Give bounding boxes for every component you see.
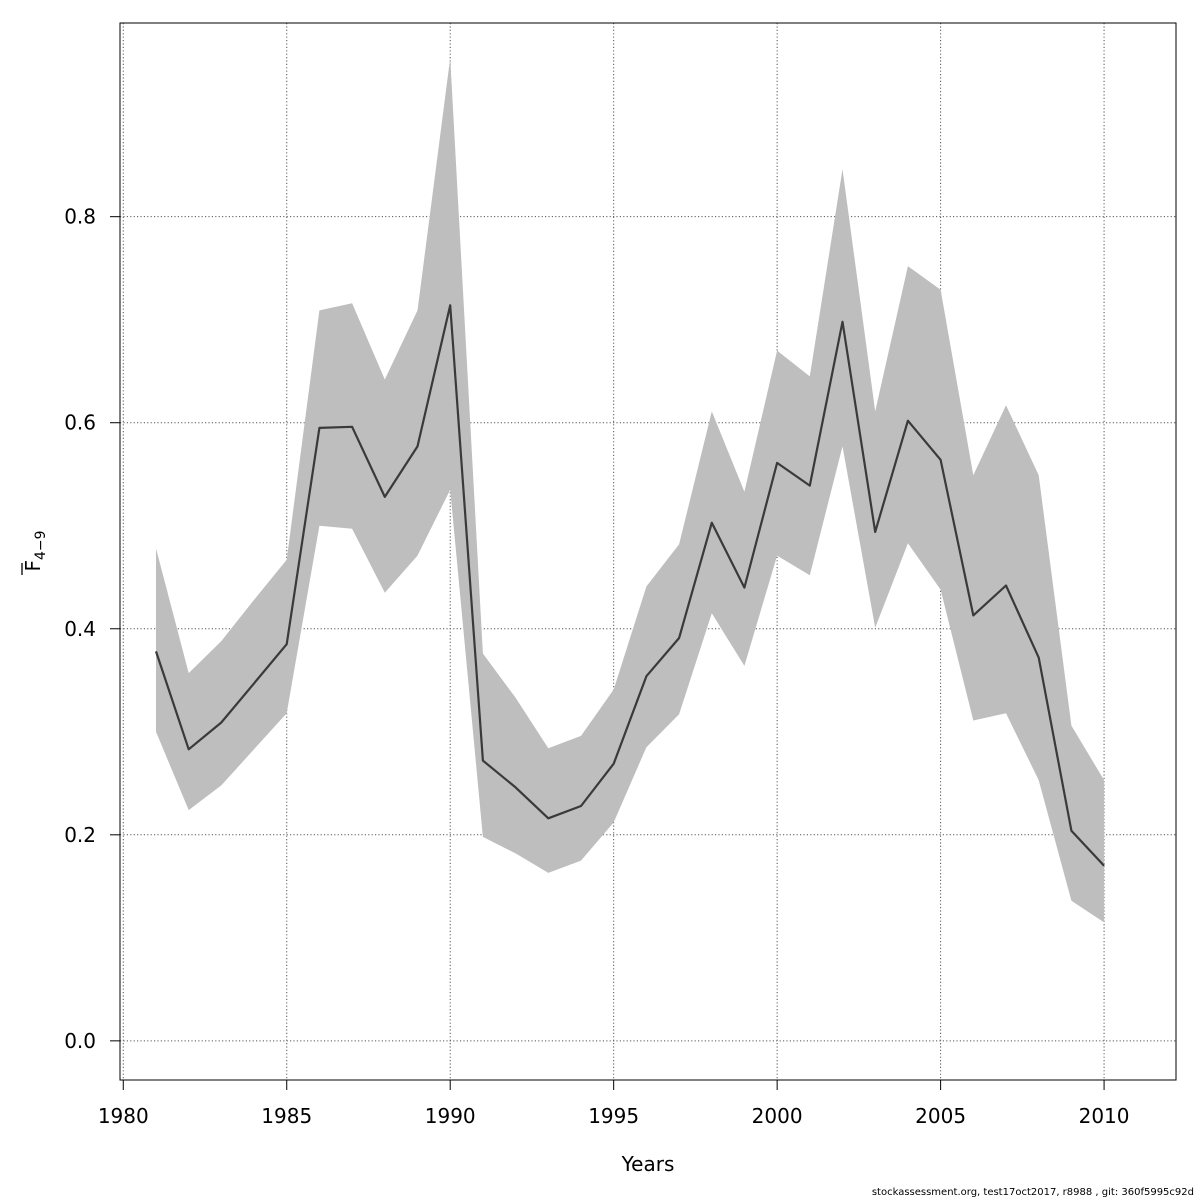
x-tick-label: 1995 (588, 1104, 639, 1128)
y-axis-title: F4−9 (21, 530, 49, 575)
y-tick-label: 0.0 (64, 1029, 96, 1053)
x-tick-label: 1980 (98, 1104, 149, 1128)
x-tick-label: 1990 (425, 1104, 476, 1128)
y-tick-label: 0.6 (64, 411, 96, 435)
confidence-band-layer (156, 58, 1105, 923)
y-tick-label: 0.4 (64, 617, 96, 641)
axes: 1980 1985 1990 1995 2000 2005 2010 0.0 0.2 0.4 0.6… (64, 205, 1129, 1128)
y-axis-title-subscript: 4−9 (33, 530, 49, 560)
footer-credit: stockassessment.org, test17oct2017, r898… (871, 1187, 1194, 1198)
x-tick-label: 1985 (261, 1104, 312, 1128)
estimate-line-layer (154, 304, 1105, 867)
x-tick-label: 2005 (915, 1104, 966, 1128)
x-tick-label: 2000 (752, 1104, 803, 1128)
y-tick-label: 0.8 (64, 205, 96, 229)
svg-text:F4−9: F4−9 (21, 530, 49, 571)
estimate-line (154, 304, 1105, 867)
x-tick-label: 2010 (1079, 1104, 1130, 1128)
x-axis-title: Years (621, 1152, 675, 1176)
y-axis-title-main: F (21, 560, 45, 572)
y-tick-label: 0.2 (64, 823, 96, 847)
confidence-band (156, 58, 1105, 923)
